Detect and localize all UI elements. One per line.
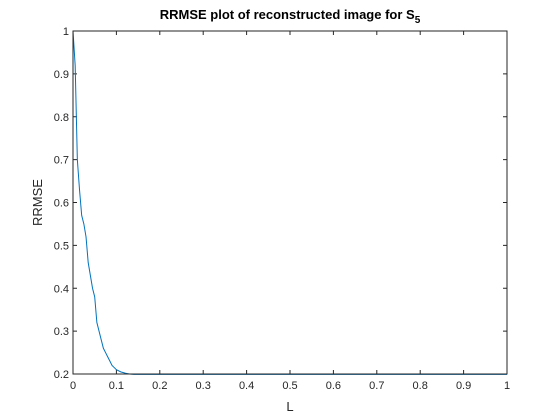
- y-tick-label: 0.9: [54, 69, 69, 81]
- x-tick-label: 0.7: [369, 380, 384, 392]
- chart-title: RRMSE plot of reconstructed image for S5: [160, 7, 421, 26]
- labels-layer: 0 0.1 0.2 0.3 0.4 0.5 0.6 0.7 0.8 0.9 1 0.2 0.3 0.4 0.…: [54, 26, 510, 392]
- x-tick-label: 0.9: [456, 380, 471, 392]
- x-tick-label: 0.8: [413, 380, 428, 392]
- y-tick-label: 0.5: [54, 240, 69, 252]
- x-tick-label: 0.2: [152, 380, 167, 392]
- series-layer: [72, 30, 507, 375]
- x-tick-label: 0.6: [326, 380, 341, 392]
- chart-title-subscript: 5: [415, 15, 421, 26]
- x-tick-label: 1: [504, 380, 510, 392]
- chart-title-main: RRMSE plot of reconstructed image for S: [160, 7, 415, 22]
- x-tick-label: 0.5: [282, 380, 297, 392]
- x-tick-label: 0.1: [109, 380, 124, 392]
- y-tick-label: 0.6: [54, 198, 69, 210]
- y-tick-label: 0.4: [54, 283, 69, 295]
- y-tick-label: 0.2: [54, 369, 69, 381]
- y-tick-label: 0.7: [54, 155, 69, 167]
- x-tick-label: 0: [70, 380, 76, 392]
- ticks-layer: [72, 30, 508, 375]
- series-line: [72, 30, 507, 375]
- x-tick-label: 0.3: [196, 380, 211, 392]
- y-tick-label: 0.3: [54, 326, 69, 338]
- y-axis-label: RRMSE: [30, 179, 45, 226]
- x-tick-label: 0.4: [239, 380, 254, 392]
- y-tick-label: 1: [63, 26, 69, 38]
- x-axis-label: L: [286, 399, 293, 414]
- axes-box: [72, 30, 508, 375]
- y-tick-label: 0.8: [54, 112, 69, 124]
